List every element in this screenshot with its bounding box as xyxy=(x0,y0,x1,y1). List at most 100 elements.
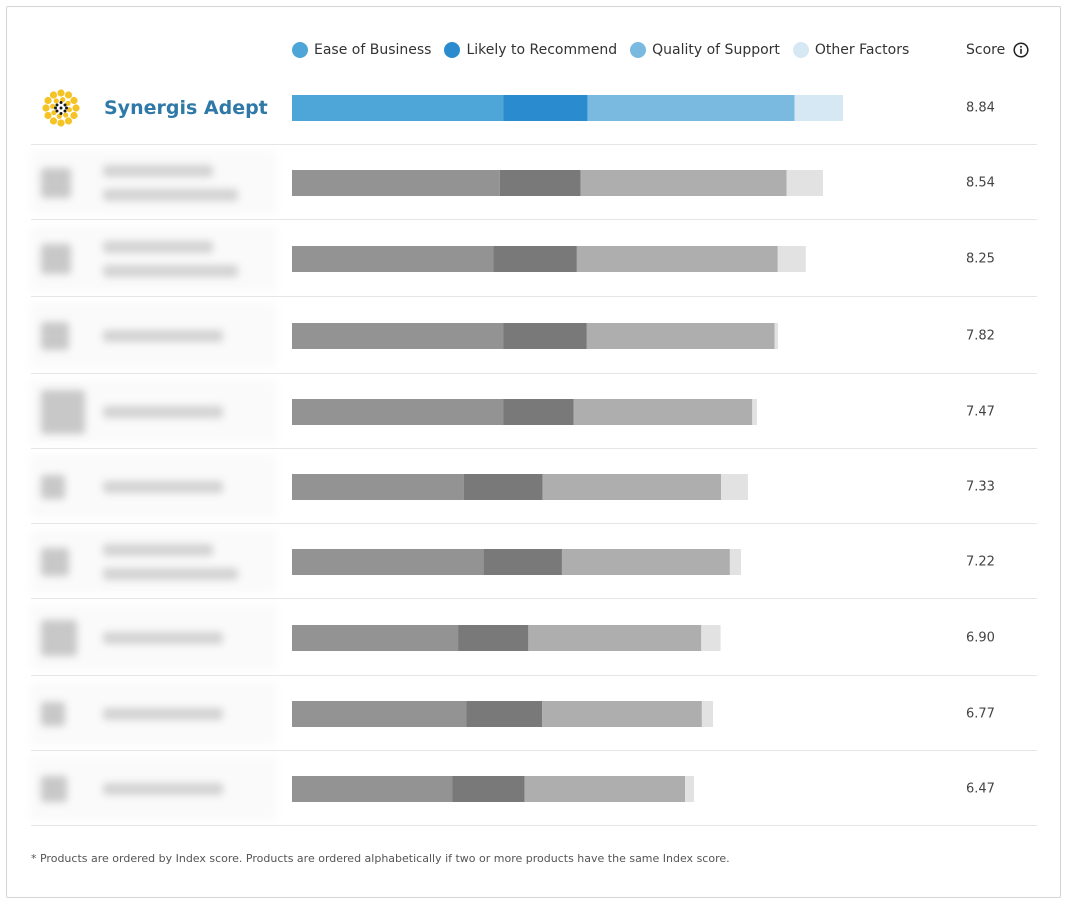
bar-segment-4[interactable] xyxy=(786,169,823,196)
bar-segment-1[interactable] xyxy=(292,94,504,121)
bar-segment-1[interactable] xyxy=(292,700,467,727)
bar-segment-4[interactable] xyxy=(729,548,741,575)
bar-segment-3[interactable] xyxy=(542,473,722,500)
bar-segment-1[interactable] xyxy=(292,245,494,272)
info-circle-icon[interactable] xyxy=(1013,42,1029,58)
bar-segment-3[interactable] xyxy=(586,322,775,349)
stacked-bar[interactable] xyxy=(292,775,694,802)
blurred-name-line xyxy=(103,188,238,201)
bar-segment-3[interactable] xyxy=(576,245,778,272)
bar-segment-1[interactable] xyxy=(292,473,464,500)
row-divider xyxy=(31,448,1037,449)
score-header-label: Score xyxy=(966,42,1006,58)
blurred-logo xyxy=(41,547,69,576)
bar-segment-3[interactable] xyxy=(542,700,702,727)
blurred-name-line xyxy=(103,329,223,342)
stacked-bar[interactable] xyxy=(292,322,778,349)
blurred-logo xyxy=(41,701,65,726)
bar-segment-3[interactable] xyxy=(561,548,730,575)
bar-segment-2[interactable] xyxy=(483,548,562,575)
blurred-name-line xyxy=(103,405,223,418)
product-row: 8.54 xyxy=(31,145,1037,220)
bar-segment-2[interactable] xyxy=(458,624,529,651)
bar-segment-2[interactable] xyxy=(493,245,577,272)
blurred-name-line xyxy=(103,707,223,720)
blurred-logo xyxy=(41,775,67,802)
blurred-product-identity xyxy=(31,226,276,291)
stacked-bar[interactable] xyxy=(292,398,757,425)
bar-segment-1[interactable] xyxy=(292,624,459,651)
bar-segment-1[interactable] xyxy=(292,548,484,575)
stacked-bar[interactable] xyxy=(292,548,741,575)
blurred-logo xyxy=(41,474,65,499)
bar-segment-2[interactable] xyxy=(463,473,543,500)
row-divider xyxy=(31,598,1037,599)
blurred-name-line xyxy=(103,631,223,644)
bar-segment-1[interactable] xyxy=(292,169,500,196)
blurred-name-line xyxy=(103,164,213,177)
legend-swatch xyxy=(292,42,308,58)
blurred-product-identity xyxy=(31,455,276,518)
bar-segment-4[interactable] xyxy=(774,322,778,349)
blurred-product-identity xyxy=(31,530,276,593)
bar-segment-4[interactable] xyxy=(721,473,748,500)
bar-segment-4[interactable] xyxy=(777,245,806,272)
stacked-bar[interactable] xyxy=(292,245,806,272)
score-value: 7.22 xyxy=(966,554,995,569)
bar-segment-4[interactable] xyxy=(685,775,694,802)
score-value: 6.47 xyxy=(966,781,995,796)
legend-swatch xyxy=(630,42,647,58)
bar-segment-3[interactable] xyxy=(524,775,686,802)
bar-segment-4[interactable] xyxy=(794,94,843,121)
blurred-name-line xyxy=(103,264,238,277)
bar-segment-1[interactable] xyxy=(292,398,504,425)
blurred-name-line xyxy=(103,782,223,795)
bar-segment-2[interactable] xyxy=(503,398,574,425)
stacked-bar[interactable] xyxy=(292,94,843,121)
bar-segment-4[interactable] xyxy=(752,398,757,425)
blurred-name-line xyxy=(103,543,213,556)
legend-item: Ease of Business xyxy=(292,42,431,58)
bar-segment-3[interactable] xyxy=(573,398,753,425)
bar-segment-2[interactable] xyxy=(503,322,587,349)
product-row: 7.33 xyxy=(31,449,1037,524)
legend-label: Likely to Recommend xyxy=(466,42,618,58)
bar-segment-3[interactable] xyxy=(528,624,702,651)
row-divider xyxy=(31,219,1037,220)
bar-segment-4[interactable] xyxy=(701,624,721,651)
blurred-product-identity xyxy=(31,151,276,214)
stacked-bar[interactable] xyxy=(292,169,823,196)
blurred-product-identity xyxy=(31,605,276,670)
row-divider xyxy=(31,373,1037,374)
product-row: 7.82 xyxy=(31,297,1037,374)
product-row: 6.47 xyxy=(31,751,1037,826)
bar-segment-2[interactable] xyxy=(452,775,525,802)
legend-swatch xyxy=(792,42,809,58)
bar-segment-2[interactable] xyxy=(499,169,581,196)
product-row: 7.22 xyxy=(31,524,1037,599)
bar-segment-1[interactable] xyxy=(292,775,453,802)
stacked-bar[interactable] xyxy=(292,624,721,651)
bar-segment-4[interactable] xyxy=(701,700,713,727)
blurred-logo xyxy=(41,619,77,656)
blurred-logo xyxy=(41,167,71,198)
score-value: 6.77 xyxy=(966,706,995,721)
bar-segment-2[interactable] xyxy=(466,700,543,727)
blurred-name-line xyxy=(103,240,213,253)
bar-segment-3[interactable] xyxy=(587,94,795,121)
synergis-logo-icon xyxy=(42,88,80,127)
stacked-bar[interactable] xyxy=(292,700,713,727)
row-divider xyxy=(31,523,1037,524)
stacked-bar[interactable] xyxy=(292,473,748,500)
bar-segment-1[interactable] xyxy=(292,322,504,349)
bar-segment-2[interactable] xyxy=(503,94,588,121)
row-divider xyxy=(31,825,1037,826)
product-row: 6.77 xyxy=(31,676,1037,751)
chart-legend: Ease of Business Likely to Recommend Quali… xyxy=(292,40,922,60)
blurred-logo xyxy=(41,389,85,434)
product-name[interactable]: Synergis Adept xyxy=(104,96,268,119)
bar-segment-3[interactable] xyxy=(580,169,787,196)
footnote: * Products are ordered by Index score. P… xyxy=(31,852,730,865)
product-row: 7.47 xyxy=(31,374,1037,449)
legend-swatch xyxy=(444,42,461,58)
